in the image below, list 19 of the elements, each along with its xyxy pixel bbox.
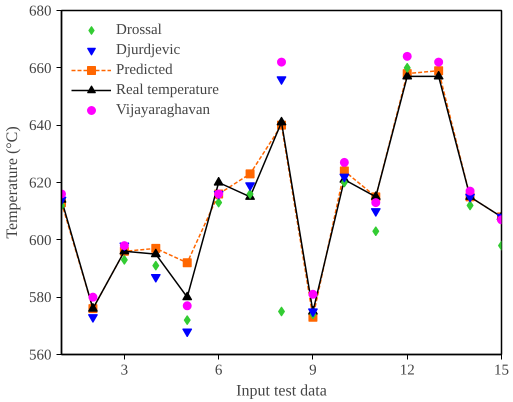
y-tick-label: 580 [29,290,52,306]
x-tick-label: 15 [494,362,509,378]
y-tick-label: 560 [29,348,52,364]
legend-label: Djurdjevic [116,42,180,58]
legend-label: Drossal [116,22,162,38]
legend-label: Vijayaraghavan [116,102,210,118]
y-axis-title: Temperature (°C) [4,126,21,239]
y-tick-label: 660 [29,60,52,77]
y-tick-label: 620 [29,176,52,192]
x-tick-label: 6 [214,362,223,378]
x-tick-label: 12 [400,362,415,378]
y-tick-label: 680 [29,4,52,20]
legend-label: Real temperature [116,82,219,98]
x-axis-title: Input test data [236,382,327,400]
legend-label: Predicted [116,62,173,78]
x-tick-label: 9 [309,362,317,378]
y-tick-label: 640 [29,118,52,134]
y-tick-label: 600 [29,232,52,249]
x-tick-label: 3 [120,362,128,378]
